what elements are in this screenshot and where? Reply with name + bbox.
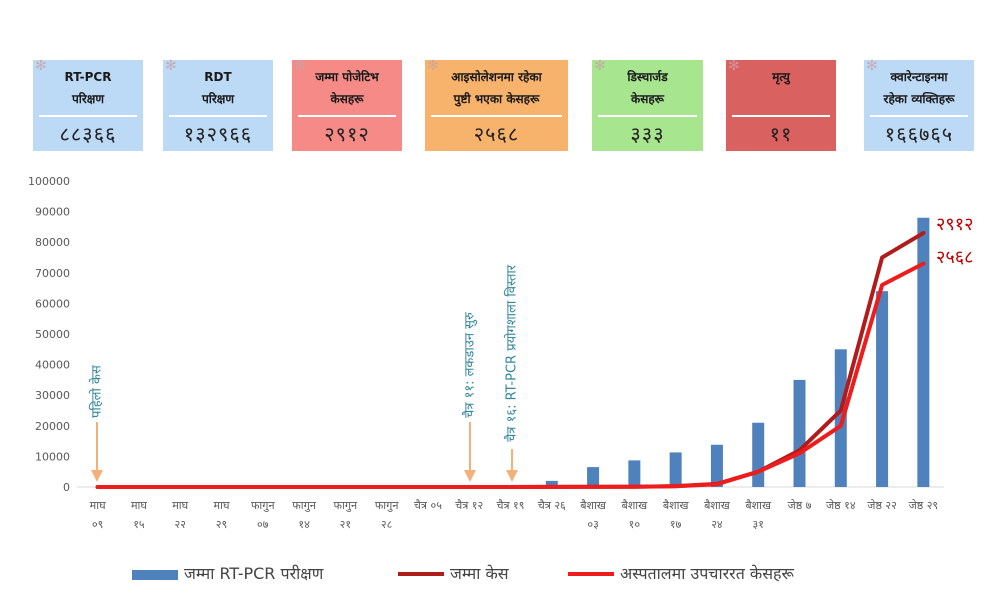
annotation-label: चैत्र ११: लकडाउन सुरु: [462, 312, 478, 418]
x-tick-label: चैत्र २६: [538, 499, 566, 512]
card-divider: [169, 115, 267, 117]
x-tick-label: माघ ०९: [90, 499, 106, 531]
virus-icon: ✻: [294, 58, 306, 74]
x-tick-label: बैशाख १०: [622, 499, 649, 531]
bar: [793, 379, 806, 487]
y-tick-label: 60000: [35, 297, 70, 310]
summary-card: ✻ आइसोलेशनमा रहेका पुष्टी भएका केसहरू २५६८: [425, 58, 568, 151]
card-label: जम्मा पोजेटिभ केसहरू: [315, 70, 379, 106]
x-tick-label: जेष्ठ ७: [788, 499, 812, 512]
x-tick-label: बैशाख १७: [663, 499, 690, 531]
bar: [752, 422, 765, 487]
virus-icon: ✻: [728, 58, 740, 74]
x-tick-label: माघ १५: [131, 499, 147, 531]
bar: [669, 452, 682, 487]
bar: [545, 480, 558, 487]
annotation-label: चैत्र १६: RT-PCR प्रयोगशाला विस्तार: [504, 264, 520, 442]
x-tick-label: जेष्ठ २९: [909, 499, 939, 512]
y-tick-label: 10000: [35, 450, 70, 463]
y-tick-label: 30000: [35, 389, 70, 402]
y-tick-label: 100000: [28, 175, 70, 188]
bar: [587, 467, 600, 487]
x-tick-label: चैत्र १९: [497, 499, 525, 512]
summary-card: ✻ RDT परिक्षण १३२९६६: [163, 58, 273, 151]
x-tick-label: फागुन २८: [375, 499, 400, 531]
y-tick-label: 70000: [35, 267, 70, 280]
card-divider: [431, 115, 562, 117]
virus-icon: ✻: [427, 58, 439, 74]
card-divider: [598, 115, 697, 117]
end-label-hospital: २५६८: [936, 247, 973, 268]
summary-card: ✻ क्वारेन्टाइनमा रहेका व्यक्तिहरू १६६७६५: [864, 58, 974, 151]
bar: [710, 444, 723, 487]
legend-label-tests: जम्मा RT-PCR परीक्षण: [184, 564, 324, 583]
bar: [876, 291, 889, 487]
card-label: क्वारेन्टाइनमा रहेका व्यक्तिहरू: [883, 70, 955, 106]
virus-icon: ✻: [165, 58, 177, 74]
x-tick-label: जेष्ठ २२: [867, 499, 897, 512]
card-divider: [870, 115, 968, 117]
card-value: १६६७६५: [884, 122, 954, 146]
series-line-hospital: [95, 261, 926, 489]
card-value: २५६८: [473, 122, 520, 146]
chart: 0 10000 20000 30000 40000 50000 60000 70000 8000…: [28, 175, 973, 531]
card-label: RDT परिक्षण: [201, 70, 235, 106]
card-label: मृत्यु: [772, 70, 790, 84]
annotation-arrowhead: [506, 470, 518, 482]
card-value: ११: [769, 122, 793, 146]
annotation-arrowhead: [464, 470, 476, 482]
annotation-label: पहिलो केस: [89, 365, 105, 418]
card-label: डिस्चार्जड केसहरू: [627, 70, 668, 106]
card-divider: [298, 115, 396, 117]
summary-card: ✻ RT-PCR परिक्षण ८८३६६: [33, 58, 143, 151]
bar: [628, 460, 641, 487]
card-value: ३३३: [630, 122, 665, 146]
summary-card: ✻ डिस्चार्जड केसहरू ३३३: [592, 58, 703, 151]
card-label: आइसोलेशनमा रहेका पुष्टी भएका केसहरू: [451, 70, 542, 106]
annotation-arrowhead: [91, 470, 103, 482]
x-tick-label: माघ २९: [214, 499, 230, 531]
x-tick-label: फागुन २१: [334, 499, 359, 531]
y-tick-label: 90000: [35, 206, 70, 219]
x-tick-label: फागुन ०७: [251, 499, 276, 531]
end-label-total: २९१२: [936, 214, 973, 235]
virus-icon: ✻: [866, 58, 878, 74]
legend-swatch-hospital: [568, 572, 614, 576]
virus-icon: ✻: [35, 58, 47, 74]
summary-card: ✻ जम्मा पोजेटिभ केसहरू २९१२: [292, 58, 402, 151]
legend-label-hospital: अस्पतालमा उपचाररत केसहरू: [620, 564, 794, 583]
x-tick-label: बैशाख २४: [704, 499, 731, 531]
x-tick-label: माघ २२: [172, 499, 188, 531]
card-divider: [732, 115, 830, 117]
card-value: १३२९६६: [183, 122, 253, 146]
card-label: RT-PCR परिक्षण: [64, 70, 112, 106]
y-tick-label: 0: [63, 481, 70, 494]
bar: [834, 349, 847, 487]
x-tick-label: बैशाख ०३: [580, 499, 607, 531]
card-value: ८८३६६: [59, 122, 117, 146]
card-divider: [39, 115, 137, 117]
legend-label-total-cases: जम्मा केस: [450, 564, 509, 583]
x-tick-label: जेष्ठ १४: [826, 499, 856, 512]
card-value: २९१२: [324, 122, 370, 146]
legend-swatch-bar: [132, 570, 178, 580]
y-tick-label: 80000: [35, 236, 70, 249]
bar: [917, 217, 930, 487]
y-tick-label: 50000: [35, 328, 70, 341]
x-tick-label: चैत्र ०५: [414, 499, 442, 512]
legend-swatch-total: [398, 572, 444, 576]
y-tick-label: 20000: [35, 420, 70, 433]
virus-icon: ✻: [594, 58, 606, 74]
x-tick-label: फागुन १४: [292, 499, 317, 531]
x-tick-label: बैशाख ३१: [745, 499, 772, 531]
summary-card: ✻ मृत्यु ११: [726, 58, 836, 151]
y-tick-label: 40000: [35, 359, 70, 372]
x-tick-label: चैत्र १२: [455, 499, 483, 512]
